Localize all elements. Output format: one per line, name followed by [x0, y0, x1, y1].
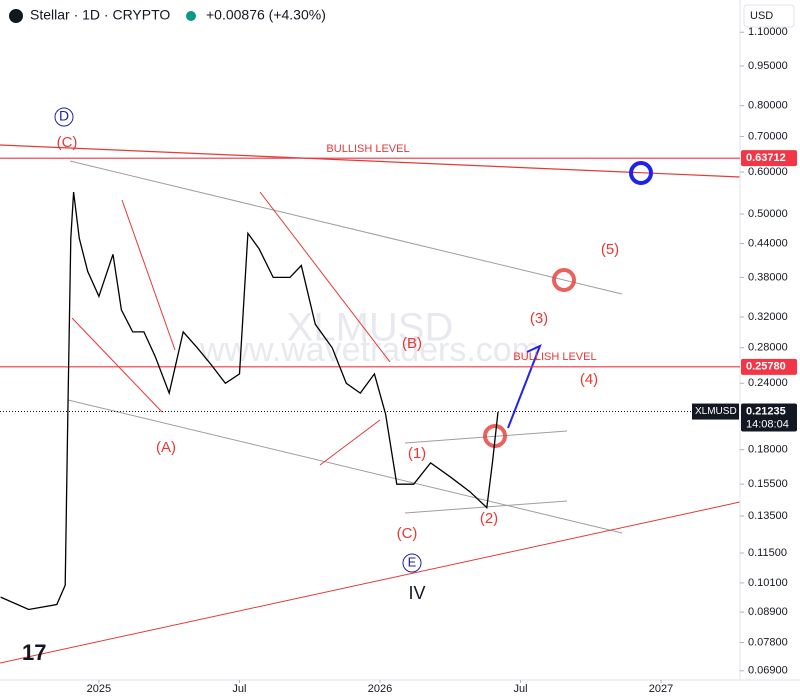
y-tick-label: 0.50000 [748, 208, 788, 220]
countdown: 14:08:04 [746, 418, 789, 430]
annotation: E [408, 554, 417, 569]
x-tick-label: 2025 [87, 683, 111, 695]
x-tick-label: 2027 [649, 683, 673, 695]
symbol: Stellar · 1D · CRYPTO [30, 7, 170, 23]
last-price: 0.21235 [746, 405, 786, 417]
y-tick-label: 0.38000 [748, 271, 788, 283]
header-bg [0, 0, 470, 32]
trendlines [0, 107, 741, 664]
y-tick-label: 0.11500 [748, 547, 787, 559]
y-tick-label: 0.15500 [748, 478, 788, 490]
currency-button[interactable] [743, 4, 795, 28]
annotation: (B) [402, 335, 422, 352]
last-price-tag [741, 403, 797, 432]
annotation: (1) [408, 445, 426, 462]
x-tick-label: Jul [513, 683, 527, 695]
y-tick-label: 1.10000 [748, 26, 788, 38]
annotation: (5) [601, 241, 619, 258]
annotation: (A) [156, 439, 176, 456]
last-symbol: XLMUSD [695, 406, 737, 417]
level-tag [741, 358, 797, 375]
level-label: 0.25780 [746, 361, 786, 373]
annotation: (C) [57, 134, 78, 151]
level-label: 0.63712 [746, 152, 786, 164]
annotation: (3) [530, 310, 548, 327]
watermark: www.wavetraders.com [199, 331, 540, 369]
y-tick-label: 0.28000 [748, 342, 788, 354]
currency[interactable]: USD [750, 10, 773, 22]
y-tick-label: 0.32000 [748, 311, 788, 323]
y-tick-label: 0.07800 [748, 636, 788, 648]
level-tag [741, 150, 797, 167]
watermark: XLMUSD [287, 306, 454, 350]
y-tick-label: 0.70000 [748, 130, 788, 142]
annotation: (C) [397, 525, 418, 542]
annotation: BULLISH LEVEL [326, 143, 409, 155]
symbol-icon [9, 9, 23, 23]
y-tick-label: 0.60000 [748, 166, 788, 178]
logo: 17 [22, 640, 46, 665]
annotation: D [59, 108, 69, 124]
y-tick-label: 0.13500 [748, 510, 788, 522]
y-tick-label: 0.08900 [748, 606, 788, 618]
x-tick-label: Jul [232, 683, 246, 695]
annotation: (2) [480, 510, 498, 527]
y-tick-label: 0.95000 [748, 60, 788, 72]
price-line [0, 192, 499, 611]
y-tick-label: 0.44000 [748, 237, 788, 249]
status-dot [186, 11, 196, 21]
annotation: IV [408, 583, 425, 603]
last-symbol-tag [692, 403, 739, 420]
y-tick-label: 0.18000 [748, 444, 788, 456]
annotation: (4) [580, 371, 598, 388]
x-tick-label: 2026 [368, 683, 392, 695]
y-tick-label: 0.10100 [748, 577, 788, 589]
annotation: BULLISH LEVEL [513, 351, 596, 363]
y-tick-label: 0.24000 [748, 377, 788, 389]
y-tick-label: 0.06900 [748, 665, 788, 677]
change: +0.00876 (+4.30%) [206, 7, 326, 23]
y-tick-label: 0.80000 [748, 100, 788, 112]
